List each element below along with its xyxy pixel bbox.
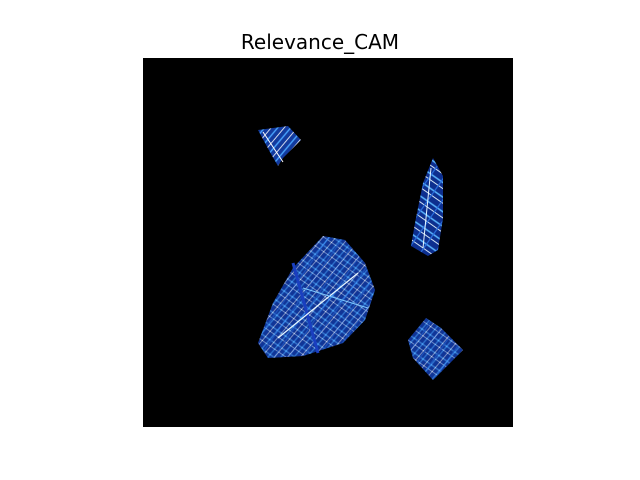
heatmap-canvas <box>143 58 513 427</box>
figure-title: Relevance_CAM <box>0 30 640 54</box>
relevance-fragment-top <box>258 126 301 166</box>
relevance-fragment-large <box>258 236 375 358</box>
relevance-fragment-diamond <box>408 318 463 380</box>
relevance-fragment-right <box>411 158 443 256</box>
relevance-cam-image <box>143 58 513 427</box>
